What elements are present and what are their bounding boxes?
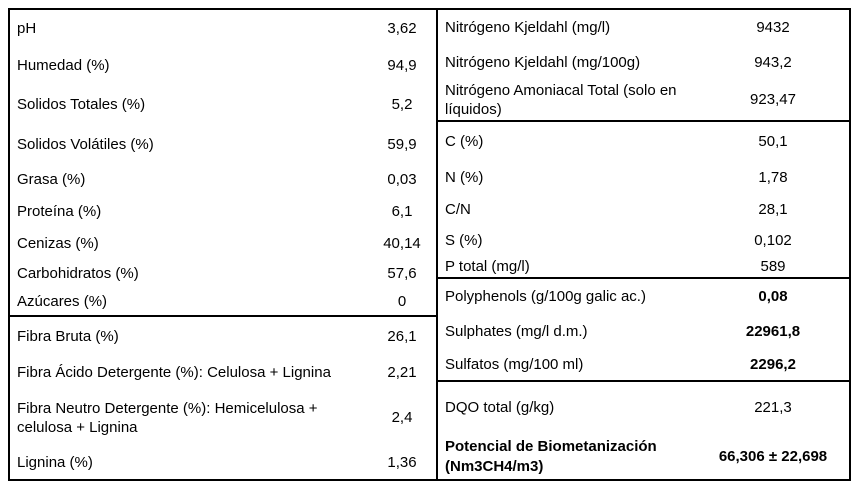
row-value: 9432 <box>756 19 790 37</box>
row-value: 40,14 <box>383 234 421 252</box>
table-row: Fibra Bruta (%) 26,1 <box>10 317 436 357</box>
table-row: Fibra Neutro Detergente (%): Hemicelulos… <box>10 389 436 447</box>
table-row: Proteína (%) 6,1 <box>10 196 436 228</box>
analysis-table: pH 3,62 Humedad (%) 94,9 Solidos Totales (%)… <box>8 8 851 481</box>
row-value: 0,102 <box>754 232 792 250</box>
table-row: P total (mg/l) 589 <box>438 256 849 277</box>
row-value: 66,306 ± 22,698 <box>718 447 828 465</box>
row-value: 57,6 <box>387 265 417 283</box>
row-label: N (%) <box>445 169 484 187</box>
row-label: P total (mg/l) <box>445 257 530 275</box>
row-label: Potencial de Biometanización (Nm3CH4/m3) <box>445 438 657 475</box>
table-row: Grasa (%) 0,03 <box>10 164 436 196</box>
row-value: 2,4 <box>391 409 413 427</box>
row-value: 0 <box>397 293 407 311</box>
table-row: pH 3,62 <box>10 10 436 48</box>
table-section: Polyphenols (g/100g galic ac.) 0,08 Sulpha… <box>438 279 849 382</box>
row-value: 221,3 <box>754 399 792 417</box>
row-label: Solidos Totales (%) <box>17 96 146 114</box>
table-section: Nitrógeno Kjeldahl (mg/l) 9432 Nitrógeno K… <box>438 10 849 122</box>
table-row: Carbohidratos (%) 57,6 <box>10 259 436 289</box>
row-label: Azúcares (%) <box>17 293 108 311</box>
table-row: Fibra Ácido Detergente (%): Celulosa + L… <box>10 357 436 389</box>
table-row: Solidos Totales (%) 5,2 <box>10 84 436 126</box>
table-row: Sulphates (mg/l d.m.) 22961,8 <box>438 315 849 349</box>
row-value: 589 <box>760 257 786 275</box>
row-value: 22961,8 <box>745 323 801 341</box>
table-row: C (%) 50,1 <box>438 122 849 162</box>
row-value: 2,21 <box>387 364 417 382</box>
row-value: 26,1 <box>387 328 417 346</box>
row-label: Nitrógeno Kjeldahl (mg/l) <box>445 19 611 37</box>
row-value: 3,62 <box>387 20 417 38</box>
table-section: DQO total (g/kg) 221,3 Potencial de Biomet… <box>438 382 849 479</box>
table-row: S (%) 0,102 <box>438 226 849 256</box>
row-value: 94,9 <box>387 57 417 75</box>
table-row: Lignina (%) 1,36 <box>10 447 436 479</box>
table-row: Sulfatos (mg/100 ml) 2296,2 <box>438 349 849 380</box>
row-label: Carbohidratos (%) <box>17 265 139 283</box>
row-label: Sulphates (mg/l d.m.) <box>445 323 588 341</box>
row-label: Fibra Neutro Detergente (%): Hemicelulos… <box>17 399 318 436</box>
table-row: Nitrógeno Amoniacal Total (solo en líqui… <box>438 80 849 120</box>
row-label: Lignina (%) <box>17 454 93 472</box>
table-row: Cenizas (%) 40,14 <box>10 228 436 259</box>
row-value: 1,36 <box>387 454 417 472</box>
table-row: Azúcares (%) 0 <box>10 289 436 315</box>
table-section: pH 3,62 Humedad (%) 94,9 Solidos Totales (%)… <box>10 10 436 317</box>
row-label: Grasa (%) <box>17 171 86 189</box>
row-value: 6,1 <box>391 203 413 221</box>
table-row: Nitrógeno Kjeldahl (mg/100g) 943,2 <box>438 46 849 80</box>
analysis-table-left-column: pH 3,62 Humedad (%) 94,9 Solidos Totales (%)… <box>10 10 438 479</box>
row-value: 943,2 <box>754 54 792 72</box>
row-label: Fibra Ácido Detergente (%): Celulosa + L… <box>17 364 331 382</box>
row-label: Cenizas (%) <box>17 234 99 252</box>
row-label: DQO total (g/kg) <box>445 399 555 417</box>
table-row: Solidos Volátiles (%) 59,9 <box>10 126 436 164</box>
row-label: Nitrógeno Amoniacal Total (solo en líqui… <box>445 81 677 118</box>
row-value: 59,9 <box>387 136 417 154</box>
table-row: C/N 28,1 <box>438 194 849 226</box>
table-row: Potencial de Biometanización (Nm3CH4/m3)… <box>438 434 849 479</box>
row-value: 28,1 <box>758 201 788 219</box>
row-label: C/N <box>445 201 471 219</box>
row-value: 923,47 <box>750 91 796 109</box>
row-label: Solidos Volátiles (%) <box>17 136 154 154</box>
row-label: C (%) <box>445 133 484 151</box>
row-value: 2296,2 <box>750 355 796 373</box>
table-section: C (%) 50,1 N (%) 1,78 C/N 28,1 S (%) 0,102 P tot… <box>438 122 849 279</box>
row-value: 1,78 <box>758 169 788 187</box>
row-value: 0,08 <box>758 288 788 306</box>
table-section: Fibra Bruta (%) 26,1 Fibra Ácido Detergent… <box>10 317 436 479</box>
table-row: Humedad (%) 94,9 <box>10 48 436 84</box>
table-row: Polyphenols (g/100g galic ac.) 0,08 <box>438 279 849 315</box>
row-label: Nitrógeno Kjeldahl (mg/100g) <box>445 54 641 72</box>
table-row: Nitrógeno Kjeldahl (mg/l) 9432 <box>438 10 849 46</box>
row-label: pH <box>17 20 37 38</box>
row-label: Sulfatos (mg/100 ml) <box>445 355 584 373</box>
row-value: 50,1 <box>758 133 788 151</box>
row-label: Humedad (%) <box>17 57 110 75</box>
row-value: 0,03 <box>387 171 417 189</box>
row-label: Polyphenols (g/100g galic ac.) <box>445 288 646 306</box>
row-label: Fibra Bruta (%) <box>17 328 119 346</box>
table-row: DQO total (g/kg) 221,3 <box>438 382 849 434</box>
table-row: N (%) 1,78 <box>438 162 849 194</box>
analysis-table-right-column: Nitrógeno Kjeldahl (mg/l) 9432 Nitrógeno K… <box>438 10 849 479</box>
row-value: 5,2 <box>391 96 413 114</box>
row-label: S (%) <box>445 232 483 250</box>
row-label: Proteína (%) <box>17 203 102 221</box>
